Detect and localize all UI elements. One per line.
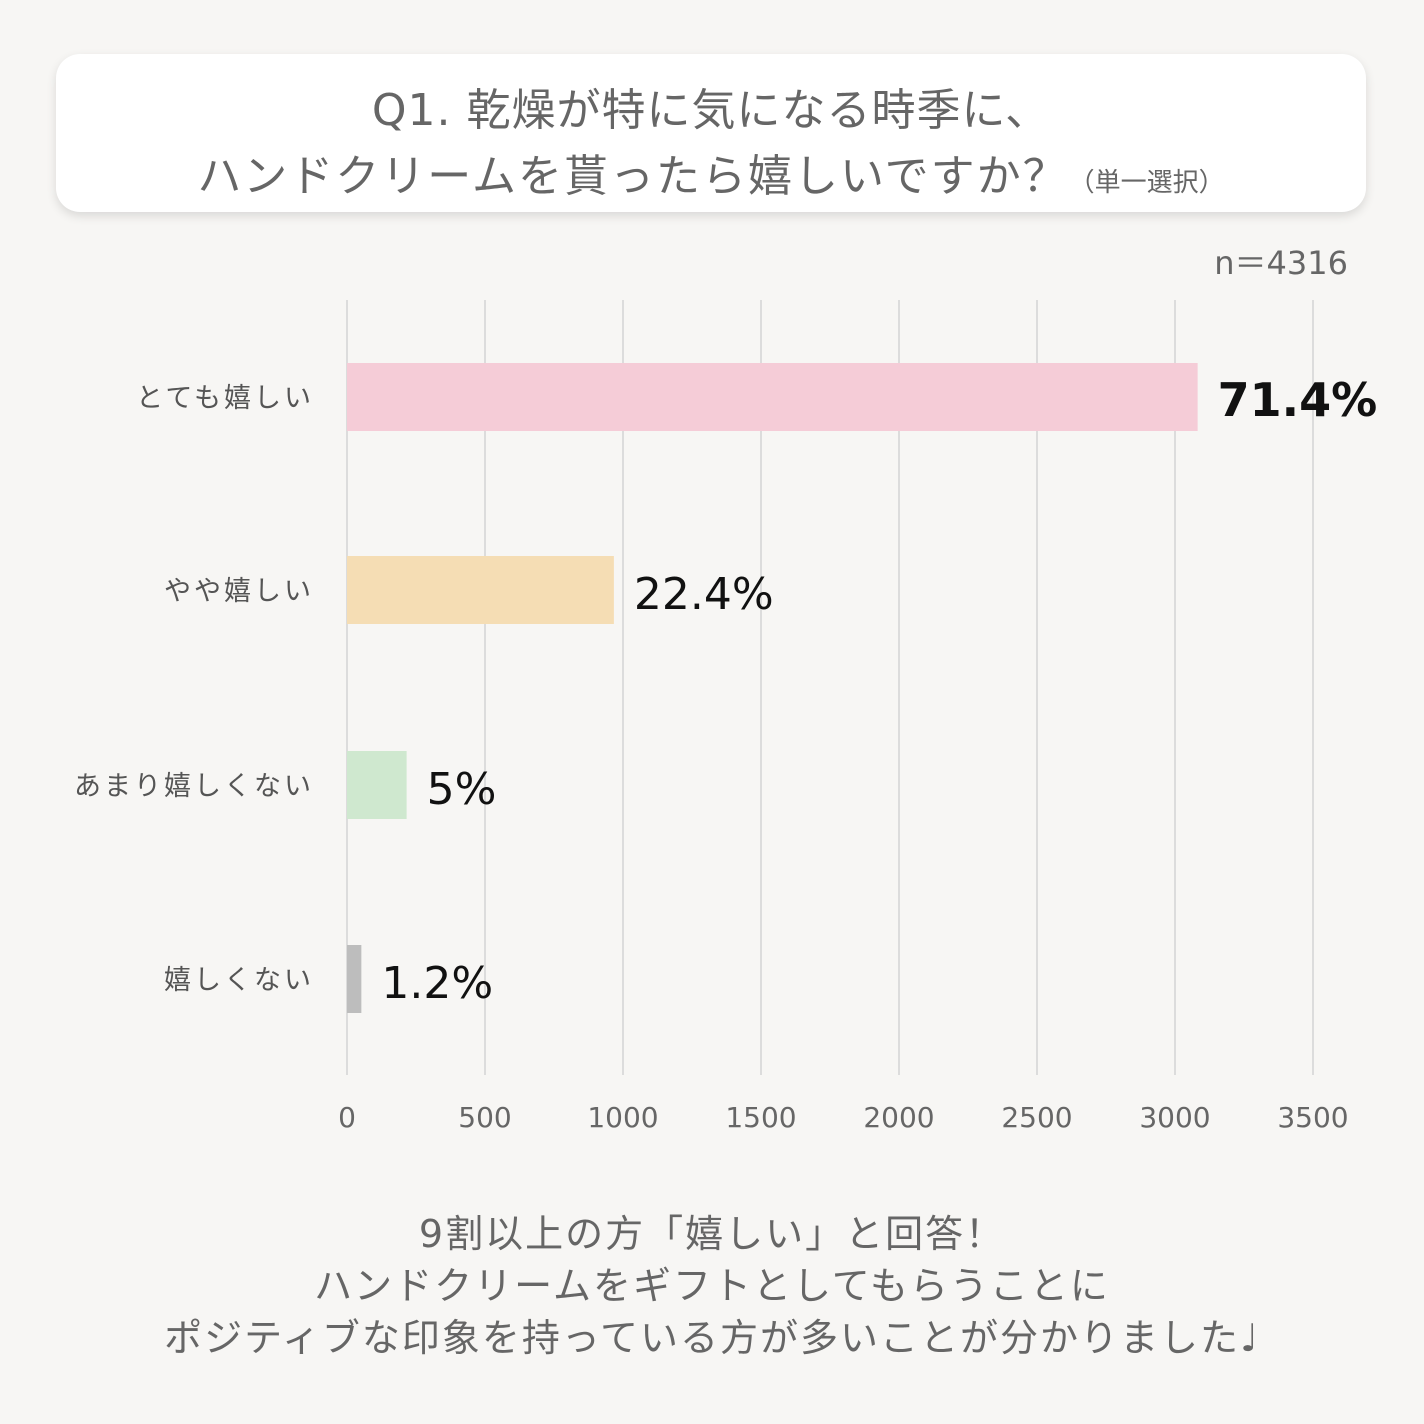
x-tick-label: 1500 [725, 1101, 796, 1134]
data-label: 22.4% [634, 569, 774, 620]
bar [347, 363, 1198, 431]
x-tick-label: 2500 [1001, 1101, 1072, 1134]
sample-size: n＝4316 [1214, 244, 1348, 282]
title-box: Q1. 乾燥が特に気になる時季に、 ハンドクリームを貰ったら嬉しいですか？（単一… [56, 54, 1366, 212]
x-tick-label: 500 [458, 1101, 511, 1134]
x-tick-label: 2000 [863, 1101, 934, 1134]
footer-line1: 9割以上の方「嬉しい」と回答！ [418, 1212, 1006, 1256]
category-label: やや嬉しい [164, 576, 314, 607]
x-tick-label: 0 [338, 1101, 356, 1134]
category-label: とても嬉しい [136, 383, 314, 414]
bar [347, 751, 407, 819]
category-label: あまり嬉しくない [74, 771, 314, 802]
footer-text: 9割以上の方「嬉しい」と回答！ ハンドクリームをギフトとしてもらうことに ポジテ… [0, 1208, 1424, 1364]
x-tick-label: 3000 [1139, 1101, 1210, 1134]
footer-line2: ハンドクリームをギフトとしてもらうことに [314, 1264, 1110, 1308]
x-tick-label: 3500 [1277, 1101, 1348, 1134]
bar [347, 945, 362, 1013]
title-note: （単一選択） [1068, 168, 1225, 198]
category-label: 嬉しくない [164, 965, 314, 996]
x-tick-label: 1000 [587, 1101, 658, 1134]
title-question: ハンドクリームを貰ったら嬉しいですか？ [197, 151, 1069, 202]
chart-title-line2: ハンドクリームを貰ったら嬉しいですか？（単一選択） [56, 140, 1366, 204]
data-label: 1.2% [381, 958, 493, 1009]
bar [347, 556, 614, 624]
data-label: 71.4% [1218, 373, 1378, 427]
footer-line3: ポジティブな印象を持っている方が多いことが分かりました♩ [164, 1316, 1260, 1360]
data-label: 5% [427, 764, 497, 815]
chart-title-line1: Q1. 乾燥が特に気になる時季に、 [371, 85, 1051, 136]
